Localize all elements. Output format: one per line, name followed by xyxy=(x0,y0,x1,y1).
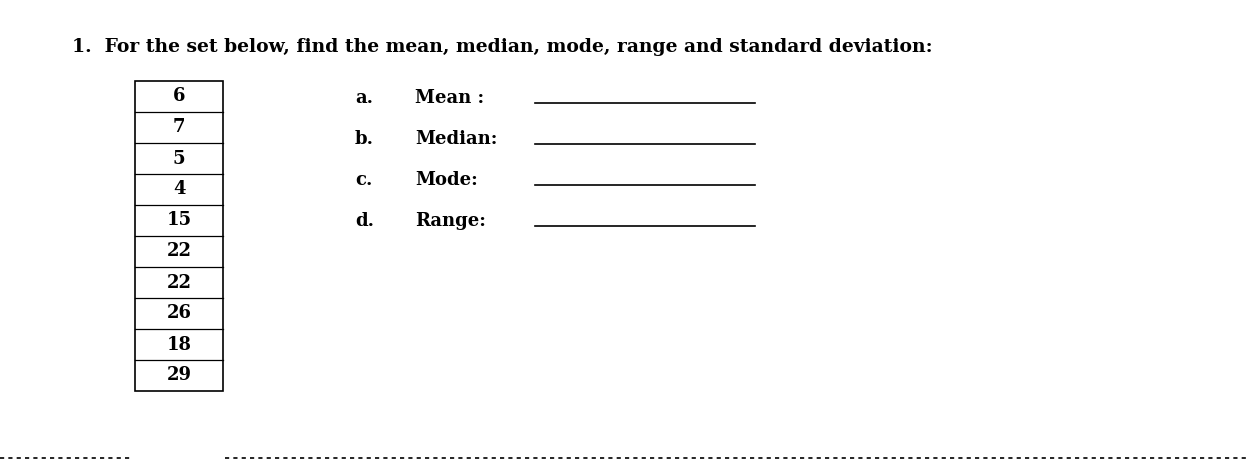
Text: Median:: Median: xyxy=(415,130,497,148)
Text: Mode:: Mode: xyxy=(415,171,477,189)
Text: b.: b. xyxy=(355,130,374,148)
Text: Range:: Range: xyxy=(415,212,486,230)
Text: 4: 4 xyxy=(173,180,186,198)
Text: 26: 26 xyxy=(167,305,192,323)
Text: 15: 15 xyxy=(167,211,192,229)
Text: a.: a. xyxy=(355,89,373,107)
Text: 22: 22 xyxy=(167,242,192,260)
Text: 1.  For the set below, find the mean, median, mode, range and standard deviation: 1. For the set below, find the mean, med… xyxy=(72,38,932,56)
Text: 18: 18 xyxy=(167,336,192,354)
Text: Mean :: Mean : xyxy=(415,89,485,107)
Text: 6: 6 xyxy=(173,88,186,106)
Text: 22: 22 xyxy=(167,274,192,291)
Text: c.: c. xyxy=(355,171,373,189)
Text: 5: 5 xyxy=(173,149,186,168)
Text: 7: 7 xyxy=(173,119,186,137)
Bar xyxy=(135,81,223,391)
Text: 29: 29 xyxy=(167,367,192,385)
Text: d.: d. xyxy=(355,212,374,230)
